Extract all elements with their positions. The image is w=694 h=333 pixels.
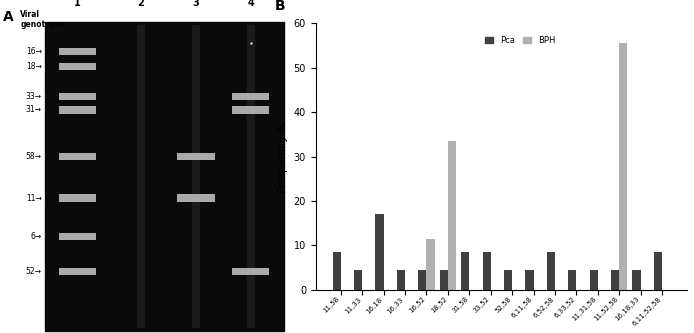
Bar — [632, 270, 641, 290]
Text: 4: 4 — [247, 0, 254, 8]
Bar — [59, 268, 96, 275]
Bar — [232, 106, 269, 114]
Bar — [397, 270, 405, 290]
Legend: Pca, BPH: Pca, BPH — [482, 33, 559, 49]
Text: 6→: 6→ — [31, 232, 42, 241]
Text: 18→: 18→ — [26, 62, 42, 71]
Bar — [525, 270, 534, 290]
Text: 52→: 52→ — [26, 267, 42, 276]
Bar — [59, 63, 96, 70]
Text: 16→: 16→ — [26, 47, 42, 56]
Bar — [654, 252, 662, 290]
Bar — [59, 194, 96, 202]
Y-axis label: Frequency %: Frequency % — [278, 121, 288, 192]
Bar — [332, 252, 341, 290]
Bar — [177, 153, 214, 160]
Bar — [461, 252, 469, 290]
Text: A: A — [3, 10, 14, 24]
Bar — [354, 270, 362, 290]
Text: 31→: 31→ — [26, 105, 42, 115]
Bar — [504, 270, 512, 290]
Bar — [611, 270, 619, 290]
Bar — [59, 48, 96, 55]
Bar — [568, 270, 577, 290]
Bar — [59, 153, 96, 160]
Bar — [232, 93, 269, 100]
Text: 1: 1 — [74, 0, 81, 8]
Bar — [59, 233, 96, 240]
Bar — [59, 93, 96, 100]
Bar — [547, 252, 555, 290]
Text: 11→: 11→ — [26, 193, 42, 203]
Text: 3: 3 — [192, 0, 199, 8]
Text: 58→: 58→ — [26, 152, 42, 161]
Text: 33→: 33→ — [26, 92, 42, 101]
Text: 2: 2 — [137, 0, 144, 8]
Text: B: B — [275, 0, 285, 13]
Bar — [619, 43, 627, 290]
Bar — [177, 194, 214, 202]
Bar — [448, 141, 456, 290]
Bar — [232, 268, 269, 275]
Bar — [482, 252, 491, 290]
Bar — [59, 106, 96, 114]
Bar — [418, 270, 426, 290]
Bar — [44, 22, 284, 331]
Bar — [426, 239, 434, 290]
Bar — [590, 270, 598, 290]
Bar — [375, 214, 384, 290]
Text: Viral
genotypes: Viral genotypes — [20, 10, 66, 29]
Bar — [440, 270, 448, 290]
